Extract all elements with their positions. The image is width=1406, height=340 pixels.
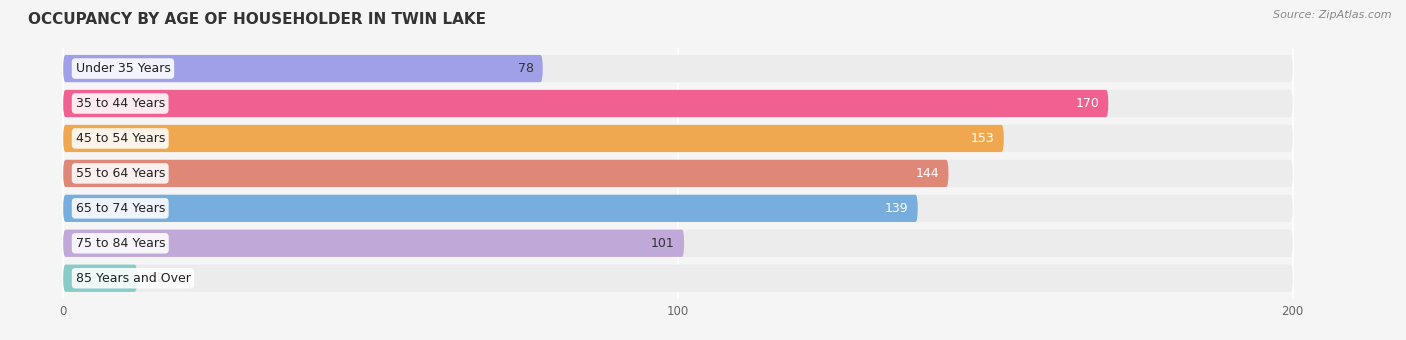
FancyBboxPatch shape	[63, 195, 918, 222]
Text: 139: 139	[884, 202, 908, 215]
FancyBboxPatch shape	[63, 230, 1292, 257]
Text: 12: 12	[149, 272, 165, 285]
FancyBboxPatch shape	[63, 55, 1292, 82]
Text: 170: 170	[1076, 97, 1099, 110]
FancyBboxPatch shape	[63, 125, 1004, 152]
FancyBboxPatch shape	[63, 125, 1292, 152]
FancyBboxPatch shape	[63, 160, 1292, 187]
Text: Under 35 Years: Under 35 Years	[76, 62, 170, 75]
Text: 55 to 64 Years: 55 to 64 Years	[76, 167, 165, 180]
FancyBboxPatch shape	[63, 90, 1292, 117]
Text: 65 to 74 Years: 65 to 74 Years	[76, 202, 165, 215]
FancyBboxPatch shape	[63, 230, 685, 257]
Text: 101: 101	[651, 237, 675, 250]
Text: 45 to 54 Years: 45 to 54 Years	[76, 132, 165, 145]
Text: 35 to 44 Years: 35 to 44 Years	[76, 97, 165, 110]
Text: 85 Years and Over: 85 Years and Over	[76, 272, 190, 285]
Text: 78: 78	[517, 62, 533, 75]
Text: 75 to 84 Years: 75 to 84 Years	[76, 237, 165, 250]
FancyBboxPatch shape	[63, 195, 1292, 222]
Text: 153: 153	[970, 132, 994, 145]
FancyBboxPatch shape	[63, 265, 136, 292]
Text: OCCUPANCY BY AGE OF HOUSEHOLDER IN TWIN LAKE: OCCUPANCY BY AGE OF HOUSEHOLDER IN TWIN …	[28, 13, 485, 28]
FancyBboxPatch shape	[63, 160, 949, 187]
Text: 144: 144	[915, 167, 939, 180]
FancyBboxPatch shape	[63, 55, 543, 82]
Text: Source: ZipAtlas.com: Source: ZipAtlas.com	[1274, 10, 1392, 20]
FancyBboxPatch shape	[63, 90, 1108, 117]
FancyBboxPatch shape	[63, 265, 1292, 292]
